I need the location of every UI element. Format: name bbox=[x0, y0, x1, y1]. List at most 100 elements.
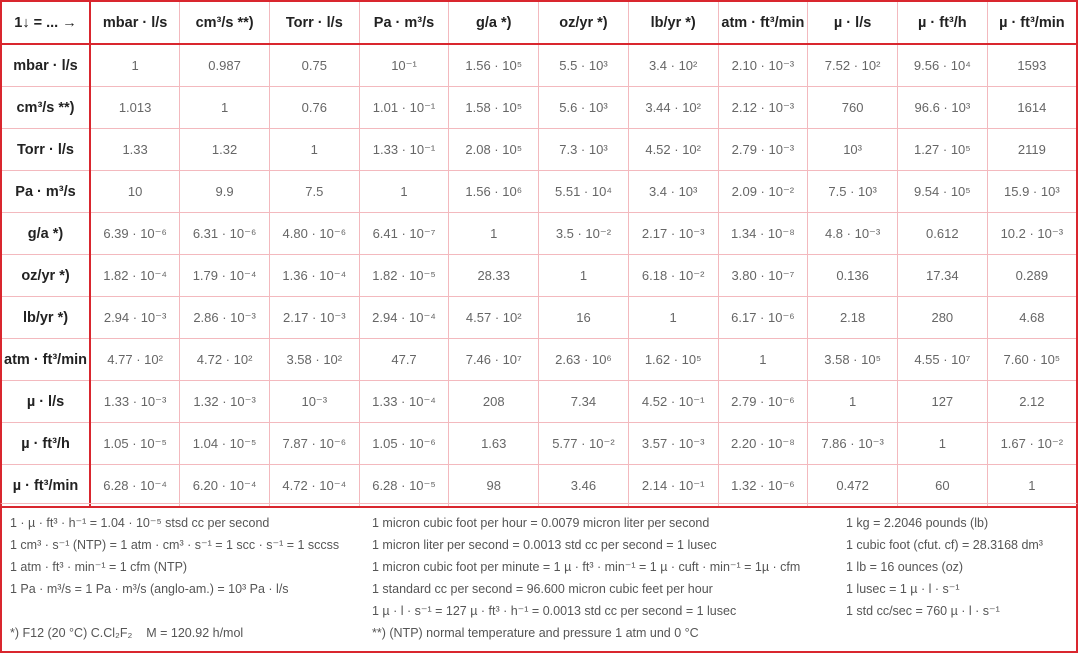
note-line: 1 std cc/sec = 760 µ · l · s⁻¹ bbox=[846, 604, 1000, 618]
table-cell: 47.7 bbox=[358, 338, 450, 381]
note-line: **) (NTP) normal temperature and pressur… bbox=[372, 626, 699, 640]
row-header: mbar · l/s bbox=[0, 43, 91, 87]
table-cell: 7.86 · 10⁻³ bbox=[807, 422, 898, 465]
table-cell: 1.82 · 10⁻⁴ bbox=[89, 254, 181, 297]
column-header: cm³/s **) bbox=[179, 0, 270, 45]
table-cell: 4.8 · 10⁻³ bbox=[807, 212, 898, 255]
table-cell: 10 bbox=[89, 170, 181, 213]
table-cell: 1.82 · 10⁻⁵ bbox=[358, 254, 450, 297]
header-row: 1↓ = ... → mbar · l/s cm³/s **) Torr · l/s… bbox=[0, 0, 1078, 45]
table-row: g/a *) 6.39 · 10⁻⁶ 6.31 · 10⁻⁶ 4.80 · 10⁻⁶ 6… bbox=[0, 212, 1078, 255]
table-cell: 2.09 · 10⁻² bbox=[717, 170, 809, 213]
column-header: mbar · l/s bbox=[89, 0, 181, 45]
table-cell: 2.94 · 10⁻³ bbox=[89, 296, 181, 339]
column-header: atm · ft³/min bbox=[717, 0, 809, 45]
table-row: atm · ft³/min 4.77 · 10² 4.72 · 10² 3.58 · … bbox=[0, 338, 1078, 381]
table-cell: 2.63 · 10⁶ bbox=[538, 338, 629, 381]
table-cell: 7.3 · 10³ bbox=[538, 128, 629, 171]
table-cell: 10⁻¹ bbox=[358, 43, 450, 87]
note-line bbox=[10, 600, 339, 622]
table-cell: 760 bbox=[807, 86, 898, 129]
table-cell: 4.72 · 10² bbox=[179, 338, 270, 381]
table-cell: 4.72 · 10⁻⁴ bbox=[268, 464, 360, 508]
table-cell: 2.17 · 10⁻³ bbox=[627, 212, 719, 255]
row-header: lb/yr *) bbox=[0, 296, 91, 339]
table-cell: 1.32 · 10⁻⁶ bbox=[717, 464, 809, 508]
table-cell: 15.9 · 10³ bbox=[986, 170, 1078, 213]
row-header: µ · l/s bbox=[0, 380, 91, 423]
table-cell: 4.68 bbox=[986, 296, 1078, 339]
table-cell: 17.34 bbox=[896, 254, 988, 297]
note-line: *) F12 (20 °C) C.Cl₂F₂ M = 120.92 h/mol bbox=[10, 626, 244, 640]
note-line: 1 standard cc per second = 96.600 micron… bbox=[372, 582, 713, 596]
column-header: µ · ft³/min bbox=[986, 0, 1078, 45]
row-header: oz/yr *) bbox=[0, 254, 91, 297]
table-cell: 0.75 bbox=[268, 43, 360, 87]
table-cell: 2.14 · 10⁻¹ bbox=[627, 464, 719, 508]
table-cell: 2.17 · 10⁻³ bbox=[268, 296, 360, 339]
table-cell: 3.57 · 10⁻³ bbox=[627, 422, 719, 465]
table-cell: 3.44 · 10² bbox=[627, 86, 719, 129]
column-header: Torr · l/s bbox=[268, 0, 360, 45]
table-cell: 1.56 · 10⁵ bbox=[448, 43, 540, 87]
table-cell: 1.56 · 10⁶ bbox=[448, 170, 540, 213]
row-header: atm · ft³/min bbox=[0, 338, 91, 381]
row-header: Pa · m³/s bbox=[0, 170, 91, 213]
table-cell: 1 bbox=[89, 43, 181, 87]
table-cell: 3.5 · 10⁻² bbox=[538, 212, 629, 255]
table-cell: 6.17 · 10⁻⁶ bbox=[717, 296, 809, 339]
table-cell: 5.51 · 10⁴ bbox=[538, 170, 629, 213]
table-cell: 98 bbox=[448, 464, 540, 508]
table-cell: 1593 bbox=[986, 43, 1078, 87]
table-cell: 2.10 · 10⁻³ bbox=[717, 43, 809, 87]
table-cell: 0.612 bbox=[896, 212, 988, 255]
table-cell: 1 bbox=[179, 86, 270, 129]
table-cell: 2.08 · 10⁵ bbox=[448, 128, 540, 171]
table-cell: 127 bbox=[896, 380, 988, 423]
table-cell: 280 bbox=[896, 296, 988, 339]
table-cell: 0.76 bbox=[268, 86, 360, 129]
table-cell: 1.27 · 10⁵ bbox=[896, 128, 988, 171]
table-cell: 6.18 · 10⁻² bbox=[627, 254, 719, 297]
column-header: oz/yr *) bbox=[538, 0, 629, 45]
table-cell: 4.77 · 10² bbox=[89, 338, 181, 381]
notes-panel: 1 · µ · ft³ · h⁻¹ = 1.04 · 10⁻⁵ stsd cc … bbox=[0, 503, 1078, 653]
table-cell: 2.20 · 10⁻⁸ bbox=[717, 422, 809, 465]
table-cell: 1.79 · 10⁻⁴ bbox=[179, 254, 270, 297]
table-row: µ · ft³/min 6.28 · 10⁻⁴ 6.20 · 10⁻⁴ 4.72 · … bbox=[0, 464, 1078, 508]
table-cell: 10³ bbox=[807, 128, 898, 171]
table-cell: 6.41 · 10⁻⁷ bbox=[358, 212, 450, 255]
table-cell: 1.04 · 10⁻⁵ bbox=[179, 422, 270, 465]
table-cell: 5.77 · 10⁻² bbox=[538, 422, 629, 465]
table-cell: 6.28 · 10⁻⁴ bbox=[89, 464, 181, 508]
notes-column-1: 1 · µ · ft³ · h⁻¹ = 1.04 · 10⁻⁵ stsd cc … bbox=[10, 512, 339, 644]
table-cell: 1.05 · 10⁻⁶ bbox=[358, 422, 450, 465]
table-cell: 2.18 bbox=[807, 296, 898, 339]
table-cell: 7.60 · 10⁵ bbox=[986, 338, 1078, 381]
note-line: 1 micron cubic foot per minute = 1 µ · f… bbox=[372, 560, 801, 574]
table-cell: 1 bbox=[358, 170, 450, 213]
table-cell: 10⁻³ bbox=[268, 380, 360, 423]
table-cell: 1.32 · 10⁻³ bbox=[179, 380, 270, 423]
table-cell: 2.12 · 10⁻³ bbox=[717, 86, 809, 129]
table-cell: 1.34 · 10⁻⁸ bbox=[717, 212, 809, 255]
row-header: cm³/s **) bbox=[0, 86, 91, 129]
table-cell: 1.67 · 10⁻² bbox=[986, 422, 1078, 465]
table-cell: 1 bbox=[717, 338, 809, 381]
table-cell: 3.58 · 10⁵ bbox=[807, 338, 898, 381]
table-cell: 1.32 bbox=[179, 128, 270, 171]
table-cell: 2.94 · 10⁻⁴ bbox=[358, 296, 450, 339]
table-cell: 5.6 · 10³ bbox=[538, 86, 629, 129]
table-row: mbar · l/s 1 0.987 0.75 10⁻¹ 1.56 · 10⁵ 5.5 · … bbox=[0, 43, 1078, 87]
table-cell: 4.55 · 10⁷ bbox=[896, 338, 988, 381]
column-header: lb/yr *) bbox=[627, 0, 719, 45]
table-cell: 0.987 bbox=[179, 43, 270, 87]
table-cell: 6.39 · 10⁻⁶ bbox=[89, 212, 181, 255]
row-header: µ · ft³/min bbox=[0, 464, 91, 508]
table-cell: 1 bbox=[538, 254, 629, 297]
table-cell: 6.28 · 10⁻⁵ bbox=[358, 464, 450, 508]
table-row: oz/yr *) 1.82 · 10⁻⁴ 1.79 · 10⁻⁴ 1.36 · 10⁻… bbox=[0, 254, 1078, 297]
notes-column-2: 1 micron cubic foot per hour = 0.0079 mi… bbox=[372, 512, 800, 644]
table-cell: 7.87 · 10⁻⁶ bbox=[268, 422, 360, 465]
column-header: µ · l/s bbox=[807, 0, 898, 45]
